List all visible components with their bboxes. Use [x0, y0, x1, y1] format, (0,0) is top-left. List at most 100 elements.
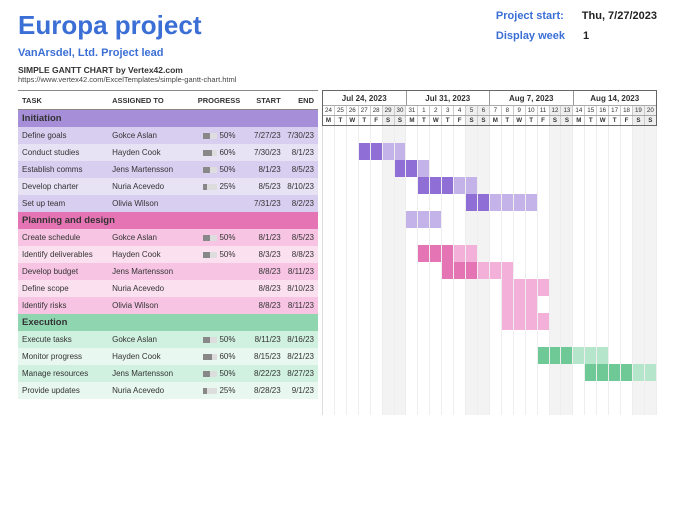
gantt-cell[interactable]: [466, 211, 478, 228]
gantt-cell[interactable]: [383, 160, 395, 177]
gantt-cell[interactable]: [371, 177, 383, 194]
gantt-cell[interactable]: [466, 296, 478, 313]
gantt-cell[interactable]: [347, 160, 359, 177]
gantt-cell[interactable]: [538, 296, 550, 313]
gantt-cell[interactable]: [514, 398, 526, 415]
gantt-cell[interactable]: [418, 381, 430, 398]
gantt-cell[interactable]: [490, 381, 502, 398]
gantt-cell[interactable]: [550, 296, 562, 313]
gantt-cell[interactable]: [490, 194, 502, 211]
gantt-cell[interactable]: [550, 347, 562, 364]
gantt-cell[interactable]: [585, 160, 597, 177]
gantt-cell[interactable]: [526, 296, 538, 313]
gantt-cell[interactable]: [645, 160, 657, 177]
gantt-cell[interactable]: [418, 313, 430, 330]
gantt-cell[interactable]: [454, 262, 466, 279]
gantt-cell[interactable]: [645, 262, 657, 279]
display-week-value[interactable]: 1: [583, 30, 589, 42]
gantt-cell[interactable]: [633, 160, 645, 177]
gantt-cell[interactable]: [454, 296, 466, 313]
gantt-cell[interactable]: [514, 381, 526, 398]
gantt-cell[interactable]: [454, 160, 466, 177]
gantt-cell[interactable]: [645, 398, 657, 415]
gantt-cell[interactable]: [561, 398, 573, 415]
gantt-cell[interactable]: [502, 194, 514, 211]
gantt-cell[interactable]: [466, 194, 478, 211]
task-row[interactable]: Create scheduleGokce Aslan50%8/1/238/5/2…: [18, 229, 318, 246]
gantt-cell[interactable]: [418, 364, 430, 381]
gantt-cell[interactable]: [573, 398, 585, 415]
gantt-cell[interactable]: [621, 313, 633, 330]
gantt-cell[interactable]: [430, 313, 442, 330]
gantt-cell[interactable]: [550, 143, 562, 160]
gantt-cell[interactable]: [478, 194, 490, 211]
gantt-cell[interactable]: [621, 296, 633, 313]
gantt-cell[interactable]: [442, 279, 454, 296]
gantt-cell[interactable]: [371, 262, 383, 279]
gantt-cell[interactable]: [645, 194, 657, 211]
gantt-cell[interactable]: [406, 143, 418, 160]
gantt-cell[interactable]: [609, 364, 621, 381]
gantt-cell[interactable]: [538, 313, 550, 330]
gantt-cell[interactable]: [347, 177, 359, 194]
gantt-cell[interactable]: [418, 262, 430, 279]
gantt-cell[interactable]: [490, 313, 502, 330]
task-row[interactable]: Provide updatesNuria Acevedo25%8/28/239/…: [18, 382, 318, 399]
gantt-cell[interactable]: [454, 279, 466, 296]
gantt-cell[interactable]: [538, 143, 550, 160]
gantt-cell[interactable]: [442, 347, 454, 364]
gantt-cell[interactable]: [371, 296, 383, 313]
gantt-cell[interactable]: [383, 313, 395, 330]
gantt-cell[interactable]: [454, 381, 466, 398]
gantt-cell[interactable]: [359, 398, 371, 415]
gantt-cell[interactable]: [395, 296, 407, 313]
gantt-cell[interactable]: [347, 347, 359, 364]
gantt-cell[interactable]: [442, 296, 454, 313]
gantt-cell[interactable]: [454, 143, 466, 160]
gantt-cell[interactable]: [502, 364, 514, 381]
gantt-cell[interactable]: [490, 177, 502, 194]
task-row[interactable]: Conduct studiesHayden Cook60%7/30/238/1/…: [18, 144, 318, 161]
gantt-cell[interactable]: [383, 177, 395, 194]
gantt-cell[interactable]: [466, 313, 478, 330]
gantt-cell[interactable]: [633, 262, 645, 279]
gantt-cell[interactable]: [597, 262, 609, 279]
gantt-cell[interactable]: [609, 313, 621, 330]
gantt-cell[interactable]: [418, 296, 430, 313]
gantt-cell[interactable]: [585, 347, 597, 364]
gantt-cell[interactable]: [573, 177, 585, 194]
gantt-cell[interactable]: [454, 313, 466, 330]
gantt-cell[interactable]: [395, 279, 407, 296]
gantt-cell[interactable]: [359, 262, 371, 279]
gantt-cell[interactable]: [347, 398, 359, 415]
gantt-cell[interactable]: [347, 143, 359, 160]
gantt-cell[interactable]: [502, 211, 514, 228]
gantt-cell[interactable]: [395, 381, 407, 398]
gantt-cell[interactable]: [466, 398, 478, 415]
gantt-cell[interactable]: [335, 245, 347, 262]
gantt-cell[interactable]: [430, 143, 442, 160]
task-row[interactable]: Execute tasksGokce Aslan50%8/11/238/16/2…: [18, 331, 318, 348]
gantt-cell[interactable]: [466, 143, 478, 160]
gantt-cell[interactable]: [442, 262, 454, 279]
gantt-cell[interactable]: [478, 211, 490, 228]
gantt-cell[interactable]: [418, 160, 430, 177]
gantt-cell[interactable]: [502, 177, 514, 194]
gantt-cell[interactable]: [442, 143, 454, 160]
gantt-cell[interactable]: [335, 296, 347, 313]
gantt-cell[interactable]: [347, 245, 359, 262]
gantt-cell[interactable]: [561, 364, 573, 381]
gantt-cell[interactable]: [573, 194, 585, 211]
gantt-cell[interactable]: [395, 160, 407, 177]
gantt-cell[interactable]: [442, 313, 454, 330]
gantt-cell[interactable]: [645, 211, 657, 228]
task-row[interactable]: Identify deliverablesHayden Cook50%8/3/2…: [18, 246, 318, 263]
gantt-cell[interactable]: [538, 245, 550, 262]
gantt-cell[interactable]: [490, 279, 502, 296]
gantt-cell[interactable]: [561, 143, 573, 160]
gantt-cell[interactable]: [406, 381, 418, 398]
gantt-cell[interactable]: [323, 364, 335, 381]
gantt-cell[interactable]: [323, 211, 335, 228]
gantt-cell[interactable]: [609, 211, 621, 228]
gantt-cell[interactable]: [478, 347, 490, 364]
